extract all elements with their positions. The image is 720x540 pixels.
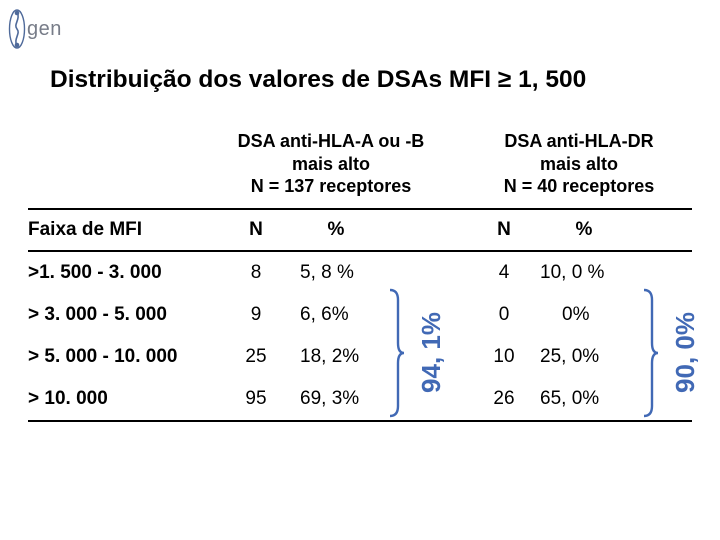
column-group-headers: DSA anti-HLA-A ou -B mais alto N = 137 r… — [28, 130, 692, 198]
cell-pct: 69, 3% — [286, 388, 386, 410]
col-header-n: N — [226, 219, 286, 241]
group-header-line: N = 137 receptores — [226, 175, 436, 198]
cell-pct: 65, 0% — [534, 388, 634, 410]
group-header-line: N = 40 receptores — [474, 175, 684, 198]
group-header-ab: DSA anti-HLA-A ou -B mais alto N = 137 r… — [226, 130, 436, 198]
cell-range: > 10. 000 — [28, 388, 226, 410]
logo: gen — [8, 8, 62, 50]
col-header-n: N — [474, 219, 534, 241]
group-header-line: mais alto — [474, 153, 684, 176]
group-header-dr: DSA anti-HLA-DR mais alto N = 40 recepto… — [474, 130, 684, 198]
cell-pct: 0% — [534, 304, 634, 326]
cell-pct: 10, 0 % — [534, 262, 634, 284]
logo-icon — [8, 8, 26, 50]
logo-text: gen — [27, 18, 62, 41]
cell-n: 0 — [474, 304, 534, 326]
table-row: > 3. 000 - 5. 000 9 6, 6% 0 0% — [28, 294, 692, 336]
cell-n: 26 — [474, 388, 534, 410]
table-header-row: Faixa de MFI N % N % — [28, 210, 692, 250]
cell-n: 4 — [474, 262, 534, 284]
group-header-line: DSA anti-HLA-A ou -B — [226, 130, 436, 153]
cell-n: 25 — [226, 346, 286, 368]
col-header-pct: % — [534, 219, 634, 241]
cell-n: 10 — [474, 346, 534, 368]
bracket-label: 90, 0% — [670, 312, 701, 393]
table-row: > 10. 000 95 69, 3% 26 65, 0% — [28, 378, 692, 420]
page-title: Distribuição dos valores de DSAs MFI ≥ 1… — [50, 66, 586, 94]
table-row: > 5. 000 - 10. 000 25 18, 2% 10 25, 0% — [28, 336, 692, 378]
cell-range: > 5. 000 - 10. 000 — [28, 346, 226, 368]
cell-n: 8 — [226, 262, 286, 284]
cell-range: > 3. 000 - 5. 000 — [28, 304, 226, 326]
cell-pct: 6, 6% — [286, 304, 386, 326]
table-row: >1. 500 - 3. 000 8 5, 8 % 4 10, 0 % — [28, 252, 692, 294]
col-header-pct: % — [286, 219, 386, 241]
col-header-range: Faixa de MFI — [28, 219, 226, 241]
data-table: DSA anti-HLA-A ou -B mais alto N = 137 r… — [28, 130, 692, 422]
cell-range: >1. 500 - 3. 000 — [28, 262, 226, 284]
bracket-label: 94, 1% — [416, 312, 447, 393]
table-rule — [28, 420, 692, 422]
cell-pct: 18, 2% — [286, 346, 386, 368]
cell-n: 95 — [226, 388, 286, 410]
group-header-line: mais alto — [226, 153, 436, 176]
cell-pct: 25, 0% — [534, 346, 634, 368]
cell-pct: 5, 8 % — [286, 262, 386, 284]
group-header-line: DSA anti-HLA-DR — [474, 130, 684, 153]
cell-n: 9 — [226, 304, 286, 326]
